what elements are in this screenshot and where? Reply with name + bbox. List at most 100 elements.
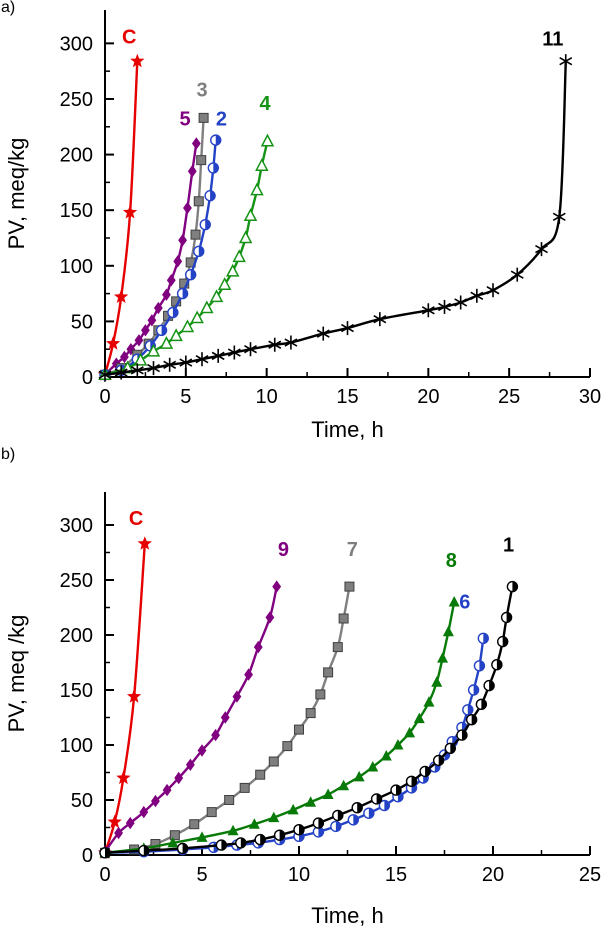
triangle-open-marker [209,289,224,303]
square-marker [196,155,207,166]
x-tick-label: 0 [99,864,110,886]
series-1: 1 [99,534,519,859]
diamond-marker [191,137,201,150]
triangle-open-marker [255,158,269,171]
square-marker [305,708,316,719]
half-circle-marker-fill [376,793,382,804]
triangle-marker [248,818,260,829]
y-tick-label: 200 [60,625,93,647]
triangle-marker [431,676,443,687]
triangle-marker [392,739,404,750]
half-circle-marker-fill [205,219,211,230]
y-tick-label: 200 [60,145,93,167]
half-circle-marker-fill [143,845,149,856]
triangle-marker [353,770,365,782]
square-marker [224,795,235,805]
half-circle-marker-fill [506,612,512,623]
series-line [103,60,567,376]
star-marker [116,770,131,785]
x-tick-label: 5 [180,386,191,408]
triangle-marker [367,761,379,772]
square-marker [268,756,279,767]
series-label-11: 11 [542,29,563,51]
diamond-marker [197,744,207,757]
triangle-open-marker [200,300,214,314]
series-8: 8 [99,550,460,858]
half-circle-marker-fill [489,680,495,691]
series-label-8: 8 [446,550,457,572]
diamond-marker [187,165,197,178]
asterisk-marker [227,348,241,357]
x-tick-label: 25 [498,386,520,408]
triangle-marker [404,726,416,738]
series-4: 4 [98,93,275,381]
square-marker [315,689,326,700]
y-axis-label: PV, meq/kg [4,138,29,250]
diamond-marker [134,334,144,347]
series-line [103,637,485,854]
half-circle-marker-fill [411,776,417,787]
asterisk-marker [130,366,144,375]
asterisk-marker [98,370,112,379]
series-label-C: C [129,508,143,530]
half-circle-marker-fill [279,830,285,841]
diamond-marker [153,301,163,315]
triangle-marker [380,750,392,761]
half-circle-marker-fill [105,847,110,858]
square-marker [206,807,217,818]
half-circle-marker-fill [481,699,487,710]
half-circle-marker-fill [512,581,518,592]
x-tick-label: 10 [288,864,310,886]
square-marker [169,830,180,841]
triangle-open-marker [238,230,253,244]
x-tick-label: 20 [482,864,504,886]
asterisk-marker [559,56,573,66]
diamond-marker [253,640,263,654]
triangle-marker [227,824,239,836]
half-circle-marker-fill [213,162,219,173]
triangle-marker [287,803,299,815]
square-marker [344,581,355,592]
half-circle-marker-fill [215,135,221,146]
x-tick-label: 30 [579,386,601,408]
triangle-marker [338,779,350,791]
series-label-5: 5 [179,109,190,131]
asterisk-marker [284,338,298,347]
triangle-open-marker [225,263,240,277]
y-tick-label: 150 [60,680,93,702]
x-tick-label: 5 [196,864,207,886]
square-marker [294,724,304,735]
square-marker [255,769,266,780]
asterisk-marker [316,329,330,338]
asterisk-marker [421,306,435,315]
asterisk-marker [470,291,484,301]
half-circle-marker-fill [161,325,167,336]
half-circle-marker-fill [353,814,359,825]
series-line [103,138,217,376]
series-11: 11 [98,29,573,382]
half-circle-marker-fill [337,810,343,821]
square-marker [332,642,343,653]
series-label-2: 2 [216,109,227,131]
square-marker [190,229,201,240]
half-circle-marker-fill [461,730,467,741]
series-3: 3 [100,80,209,380]
half-circle-marker-fill [221,840,227,851]
y-tick-label: 0 [82,845,93,867]
diamond-marker [211,728,220,742]
series-line [103,116,205,376]
y-tick-label: 250 [60,89,93,111]
y-tick-label: 50 [71,311,93,333]
triangle-marker [196,831,208,842]
half-circle-marker-fill [318,818,324,829]
x-tick-label: 0 [99,386,110,408]
panel-a: a) 0 5 10 15 20 25 30 0 50 100 150 200 250 300 Time, h… [0,0,605,447]
half-circle-marker-fill [190,269,196,280]
x-tick-label: 15 [336,386,358,408]
x-axis-label: Time, h [311,417,384,442]
series-label-1: 1 [503,534,514,556]
y-tick-label: 300 [60,515,93,537]
triangle-marker [423,696,435,707]
